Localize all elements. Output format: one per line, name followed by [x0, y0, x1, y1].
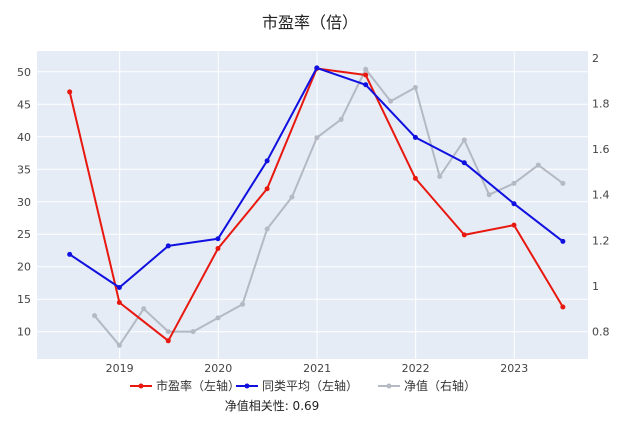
legend-label: 市盈率（左轴） — [156, 378, 240, 393]
data-point — [165, 338, 171, 344]
data-point — [314, 65, 320, 71]
y-left-tick-label: 35 — [17, 163, 31, 176]
data-point — [461, 137, 467, 143]
data-point — [511, 201, 517, 207]
data-point — [388, 98, 394, 104]
data-point — [560, 304, 566, 310]
x-tick-label: 2020 — [204, 362, 232, 375]
data-point — [338, 116, 344, 122]
data-point — [560, 180, 566, 186]
plot-background — [37, 51, 588, 359]
y-left-tick-label: 20 — [17, 261, 31, 274]
y-right-tick-label: 2 — [592, 52, 599, 65]
y-right-tick-label: 1.2 — [592, 234, 610, 247]
legend-marker — [138, 383, 144, 389]
data-point — [116, 285, 122, 291]
grid-layer — [37, 51, 588, 359]
data-point — [511, 180, 517, 186]
data-point — [437, 173, 443, 179]
data-point — [560, 238, 566, 244]
y-left-tick-label: 40 — [17, 131, 31, 144]
legend-item[interactable]: 市盈率（左轴） — [130, 378, 240, 393]
data-point — [363, 82, 369, 88]
y-right-tick-label: 0.8 — [592, 326, 610, 339]
y-right-tick-label: 1.6 — [592, 143, 610, 156]
data-point — [412, 134, 418, 140]
legend-item[interactable]: 同类平均（左轴） — [236, 378, 358, 393]
data-point — [165, 329, 171, 335]
x-tick-label: 2021 — [303, 362, 331, 375]
y-left-tick-label: 50 — [17, 66, 31, 79]
y-left-tick-label: 15 — [17, 293, 31, 306]
data-point — [461, 232, 467, 238]
data-point — [215, 315, 221, 321]
data-point — [264, 186, 270, 192]
y-left-tick-label: 25 — [17, 228, 31, 241]
data-point — [412, 85, 418, 91]
data-point — [535, 162, 541, 168]
correlation-annotation: 净值相关性: 0.69 — [225, 398, 320, 413]
data-point — [92, 313, 98, 319]
data-point — [412, 175, 418, 181]
data-point — [240, 301, 246, 307]
legend-item[interactable]: 净值（右轴） — [378, 378, 476, 393]
y-right-tick-label: 1 — [592, 280, 599, 293]
data-point — [215, 236, 221, 242]
data-point — [461, 160, 467, 166]
y-right-tick-label: 1.8 — [592, 97, 610, 110]
y-left-tick-label: 10 — [17, 326, 31, 339]
data-point — [511, 222, 517, 228]
data-point — [165, 243, 171, 249]
x-tick-label: 2023 — [500, 362, 528, 375]
series-1 — [67, 65, 566, 291]
y-left-tick-label: 45 — [17, 98, 31, 111]
legend-label: 同类平均（左轴） — [262, 378, 358, 393]
data-point — [363, 72, 369, 78]
data-point — [116, 299, 122, 305]
data-point — [141, 306, 147, 312]
data-point — [67, 89, 73, 95]
series-layer — [67, 65, 566, 348]
data-point — [289, 194, 295, 200]
y-right-tick-label: 1.4 — [592, 189, 610, 202]
x-tick-label: 2022 — [402, 362, 430, 375]
data-point — [67, 251, 73, 257]
data-point — [264, 226, 270, 232]
data-point — [314, 135, 320, 141]
legend-label: 净值（右轴） — [404, 378, 476, 393]
data-point — [264, 158, 270, 164]
tick-layer: 10 15 20 25 30 35 40 45 50 0.8 1 1.2 1.4 1.6 1.8 2 2019 2… — [17, 52, 610, 375]
data-point — [486, 192, 492, 198]
data-point — [190, 329, 196, 335]
data-point — [215, 246, 221, 252]
data-point — [363, 66, 369, 72]
y-left-tick-label: 30 — [17, 196, 31, 209]
x-tick-label: 2019 — [106, 362, 134, 375]
legend: 市盈率（左轴） 同类平均（左轴） 净值（右轴） — [130, 378, 476, 393]
data-point — [116, 342, 122, 348]
legend-marker — [244, 383, 250, 389]
chart-title: 市盈率（倍） — [262, 13, 358, 32]
legend-marker — [386, 383, 392, 389]
